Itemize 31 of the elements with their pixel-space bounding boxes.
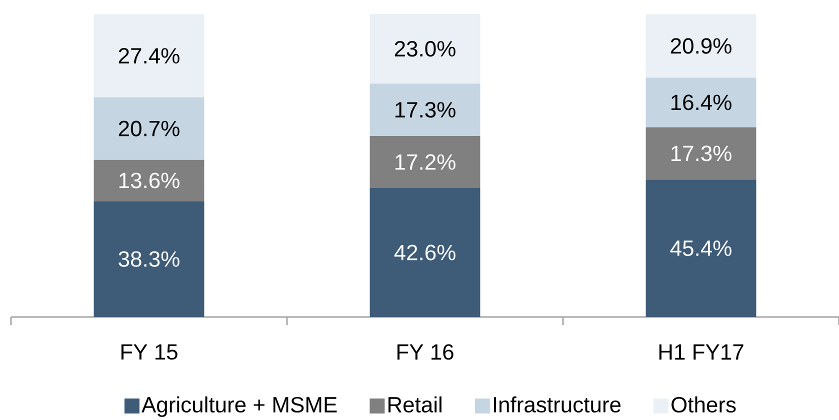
data-label: 17.3% xyxy=(671,146,732,162)
bar xyxy=(370,14,480,84)
bar xyxy=(646,127,756,180)
bar xyxy=(370,136,480,188)
x-tick-label: FY 16 xyxy=(397,344,454,360)
data-label: 27.4% xyxy=(118,48,180,64)
x-tick-label: FY 15 xyxy=(121,344,178,360)
data-label: 16.4% xyxy=(671,94,732,110)
data-label: 20.9% xyxy=(670,38,732,54)
bar xyxy=(94,160,204,202)
bar xyxy=(646,180,756,317)
legend-label: Others xyxy=(672,396,736,413)
data-label: 23.0% xyxy=(394,41,456,57)
bar xyxy=(646,78,756,128)
legend-label: Agriculture + MSME xyxy=(142,396,337,417)
bar xyxy=(94,97,204,160)
data-label: 45.4% xyxy=(670,240,732,256)
legend-label: Retail xyxy=(388,396,442,413)
data-label: 42.6% xyxy=(394,244,456,260)
bar xyxy=(94,201,204,317)
x-tick-label: H1 FY17 xyxy=(659,344,744,360)
bar xyxy=(646,14,756,78)
data-label: 13.6% xyxy=(119,172,180,188)
data-label: 17.2% xyxy=(395,154,456,170)
data-label: 38.3% xyxy=(118,251,180,267)
legend-label: Infrastructure xyxy=(494,396,621,413)
data-label: 17.3% xyxy=(395,102,456,118)
bar xyxy=(370,84,480,136)
bar xyxy=(94,14,204,98)
data-label: 20.7% xyxy=(118,120,180,136)
bar xyxy=(370,188,480,317)
